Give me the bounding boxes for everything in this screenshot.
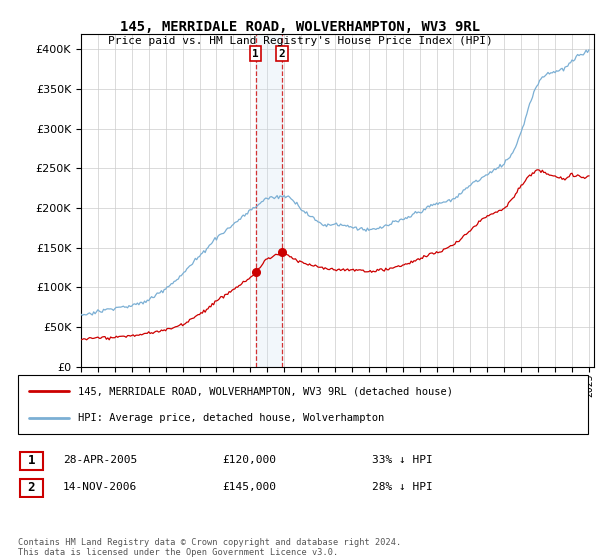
- Text: £120,000: £120,000: [222, 455, 276, 465]
- Text: £145,000: £145,000: [222, 482, 276, 492]
- Text: 1: 1: [28, 454, 35, 468]
- FancyBboxPatch shape: [20, 452, 43, 470]
- Text: HPI: Average price, detached house, Wolverhampton: HPI: Average price, detached house, Wolv…: [78, 413, 384, 423]
- Text: 1: 1: [253, 49, 259, 59]
- Text: 2: 2: [28, 481, 35, 494]
- Text: 2: 2: [278, 49, 286, 59]
- Text: 33% ↓ HPI: 33% ↓ HPI: [372, 455, 433, 465]
- Text: Contains HM Land Registry data © Crown copyright and database right 2024.
This d: Contains HM Land Registry data © Crown c…: [18, 538, 401, 557]
- Bar: [256, 34, 282, 367]
- Text: 28% ↓ HPI: 28% ↓ HPI: [372, 482, 433, 492]
- FancyBboxPatch shape: [18, 375, 588, 434]
- Text: Price paid vs. HM Land Registry's House Price Index (HPI): Price paid vs. HM Land Registry's House …: [107, 36, 493, 46]
- Text: 14-NOV-2006: 14-NOV-2006: [63, 482, 137, 492]
- Text: 28-APR-2005: 28-APR-2005: [63, 455, 137, 465]
- Text: 145, MERRIDALE ROAD, WOLVERHAMPTON, WV3 9RL (detached house): 145, MERRIDALE ROAD, WOLVERHAMPTON, WV3 …: [78, 386, 453, 396]
- Text: 145, MERRIDALE ROAD, WOLVERHAMPTON, WV3 9RL: 145, MERRIDALE ROAD, WOLVERHAMPTON, WV3 …: [120, 20, 480, 34]
- FancyBboxPatch shape: [20, 479, 43, 497]
